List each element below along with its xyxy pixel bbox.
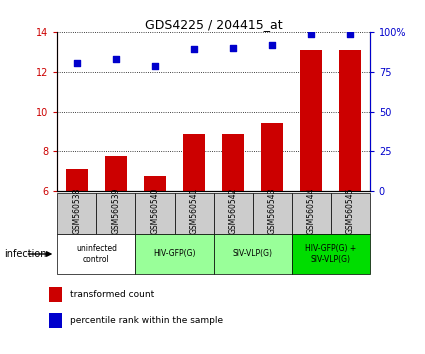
- Bar: [340, 50, 361, 191]
- Text: SIV-VLP(G): SIV-VLP(G): [232, 250, 272, 258]
- Point: [308, 31, 314, 37]
- Text: HIV-GFP(G): HIV-GFP(G): [153, 250, 196, 258]
- Bar: [222, 135, 244, 191]
- Point: [152, 63, 159, 69]
- Text: GSM560540: GSM560540: [150, 188, 159, 234]
- Bar: [292, 234, 370, 274]
- Bar: [66, 169, 88, 191]
- Text: GSM560538: GSM560538: [72, 188, 82, 234]
- Bar: [331, 193, 370, 234]
- Bar: [175, 193, 213, 234]
- Point: [113, 56, 119, 62]
- Bar: [183, 135, 205, 191]
- Point: [347, 31, 354, 37]
- Text: percentile rank within the sample: percentile rank within the sample: [70, 316, 223, 325]
- Bar: [105, 156, 127, 191]
- Text: GSM560545: GSM560545: [346, 188, 355, 234]
- Point: [230, 45, 236, 51]
- Text: transformed count: transformed count: [70, 290, 154, 299]
- Bar: [49, 313, 62, 328]
- Text: GSM560539: GSM560539: [111, 188, 120, 234]
- Point: [191, 46, 198, 52]
- Text: HIV-GFP(G) +
SIV-VLP(G): HIV-GFP(G) + SIV-VLP(G): [305, 244, 356, 264]
- Bar: [144, 176, 166, 191]
- Text: infection: infection: [4, 249, 47, 259]
- Title: GDS4225 / 204415_at: GDS4225 / 204415_at: [145, 18, 282, 31]
- Text: GSM560543: GSM560543: [268, 188, 277, 234]
- Text: GSM560542: GSM560542: [229, 188, 238, 234]
- Bar: [252, 193, 292, 234]
- Bar: [49, 287, 62, 302]
- Bar: [261, 124, 283, 191]
- Bar: [96, 193, 136, 234]
- Point: [74, 60, 80, 65]
- Bar: [57, 234, 136, 274]
- Text: GSM560544: GSM560544: [307, 188, 316, 234]
- Bar: [300, 50, 322, 191]
- Bar: [213, 193, 252, 234]
- Bar: [292, 193, 331, 234]
- Point: [269, 42, 275, 48]
- Text: uninfected
control: uninfected control: [76, 244, 117, 264]
- Bar: [136, 193, 175, 234]
- Bar: [213, 234, 292, 274]
- Bar: [57, 193, 96, 234]
- Bar: [136, 234, 213, 274]
- Text: GSM560541: GSM560541: [190, 188, 198, 234]
